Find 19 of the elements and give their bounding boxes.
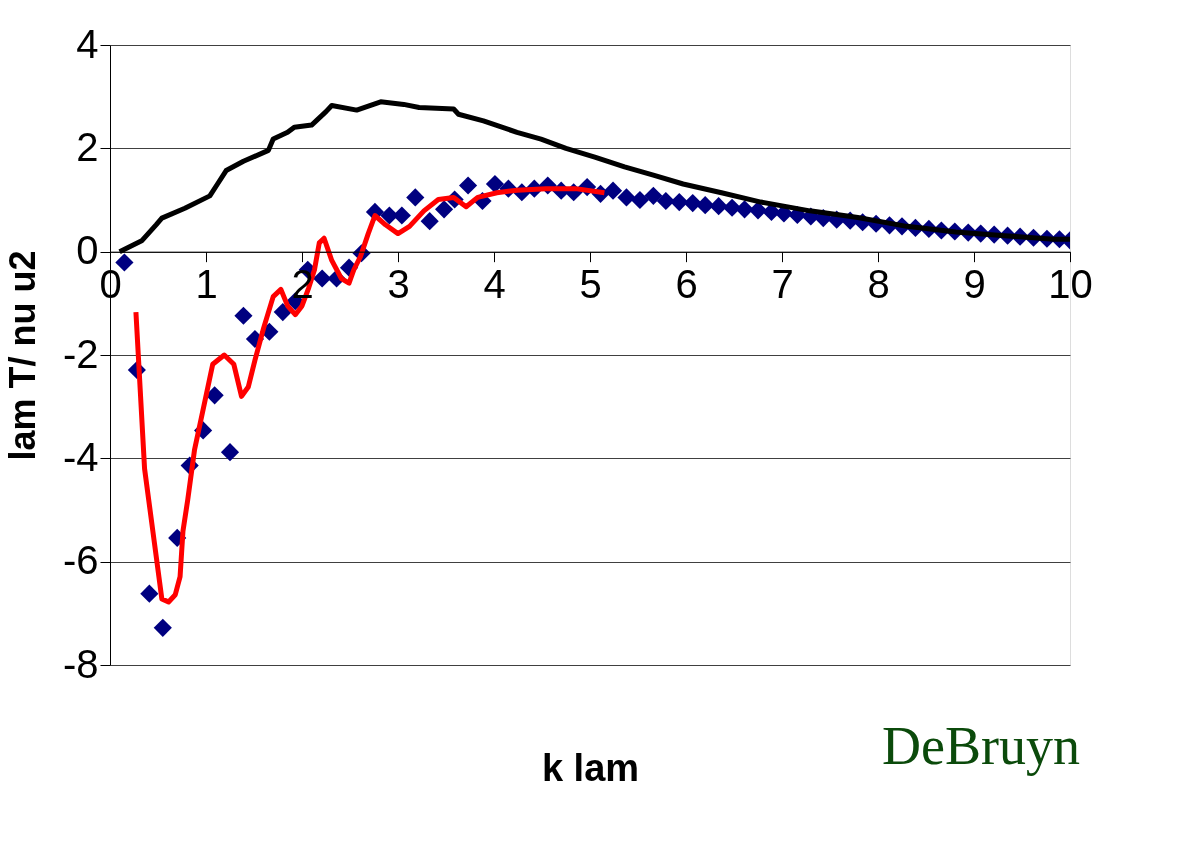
x-tick-label: 9 <box>963 262 986 307</box>
x-tick-label: 10 <box>1048 262 1093 307</box>
y-tick-label: -2 <box>62 331 99 376</box>
x-tick-label: 4 <box>483 262 506 307</box>
x-tick-label: 5 <box>579 262 602 307</box>
x-tick-label: 3 <box>387 262 410 307</box>
y-tick-label: -8 <box>62 641 99 686</box>
x-tick-label: 1 <box>195 262 218 307</box>
y-tick-label: -4 <box>62 434 99 479</box>
x-tick-label: 6 <box>675 262 698 307</box>
y-tick-label: -6 <box>62 538 99 583</box>
y-tick-label: 4 <box>76 21 99 66</box>
y-axis-title: lam T/ nu u2 <box>1 250 43 461</box>
x-tick-label: 7 <box>771 262 794 307</box>
y-tick-label: 0 <box>76 228 99 273</box>
y-tick-label: 2 <box>76 124 99 169</box>
x-tick-label: 8 <box>867 262 890 307</box>
x-axis-title: k lam <box>541 746 640 789</box>
text: DeBruyn <box>882 716 1080 776</box>
